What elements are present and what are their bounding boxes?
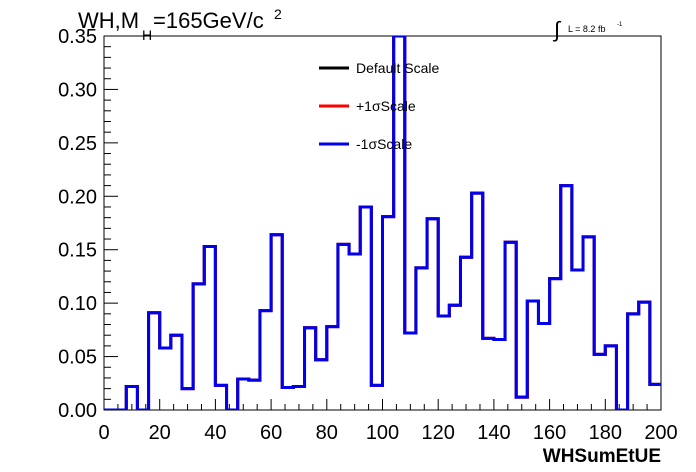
chart-title: WH,M H =165GeV/c 2 xyxy=(78,6,282,43)
y-tick-label: 0.25 xyxy=(58,133,97,155)
luminosity-superscript: -1 xyxy=(617,22,623,28)
y-tick-label: 0.35 xyxy=(58,26,97,48)
legend-entry: +1σScale xyxy=(356,98,416,114)
y-axis: 0.00 0.05 0.10 0.15 0.20 0.25 0.30 0.35 xyxy=(58,26,118,422)
legend: Default Scale +1σScale -1σScale xyxy=(319,60,439,152)
x-tick-label: 20 xyxy=(149,422,171,444)
x-tick-label: 0 xyxy=(98,422,109,444)
title-subscript: H xyxy=(142,27,152,43)
y-tick-label: 0.15 xyxy=(58,240,97,262)
x-tick-label: 60 xyxy=(260,422,282,444)
x-tick-label: 140 xyxy=(477,422,510,444)
title-superscript: 2 xyxy=(274,6,282,22)
y-tick-label: 0.00 xyxy=(58,400,97,422)
x-tick-label: 160 xyxy=(533,422,566,444)
title-rest: =165GeV/c xyxy=(153,8,264,33)
x-tick-label: 100 xyxy=(366,422,399,444)
x-tick-label: 80 xyxy=(316,422,338,444)
x-tick-label: 180 xyxy=(589,422,622,444)
y-tick-label: 0.30 xyxy=(58,79,97,101)
series-line xyxy=(104,36,661,410)
x-tick-label: 40 xyxy=(204,422,226,444)
y-tick-label: 0.10 xyxy=(58,293,97,315)
x-axis-label: WHSumEtUE xyxy=(543,446,661,467)
luminosity-label: ∫ L = 8.2 fb -1 xyxy=(552,17,623,42)
legend-entry: -1σScale xyxy=(356,136,412,152)
y-tick-label: 0.20 xyxy=(58,186,97,208)
integral-symbol: ∫ xyxy=(552,17,562,42)
x-tick-label: 200 xyxy=(644,422,677,444)
x-axis: 0 20 40 60 80 100 120 140 160 180 200 xyxy=(98,399,678,444)
legend-entry: Default Scale xyxy=(356,60,439,76)
plot-area xyxy=(104,36,661,410)
luminosity-text: L = 8.2 fb xyxy=(568,24,605,34)
title-main: WH,M xyxy=(78,8,139,33)
y-tick-label: 0.05 xyxy=(58,347,97,369)
x-tick-label: 120 xyxy=(422,422,455,444)
